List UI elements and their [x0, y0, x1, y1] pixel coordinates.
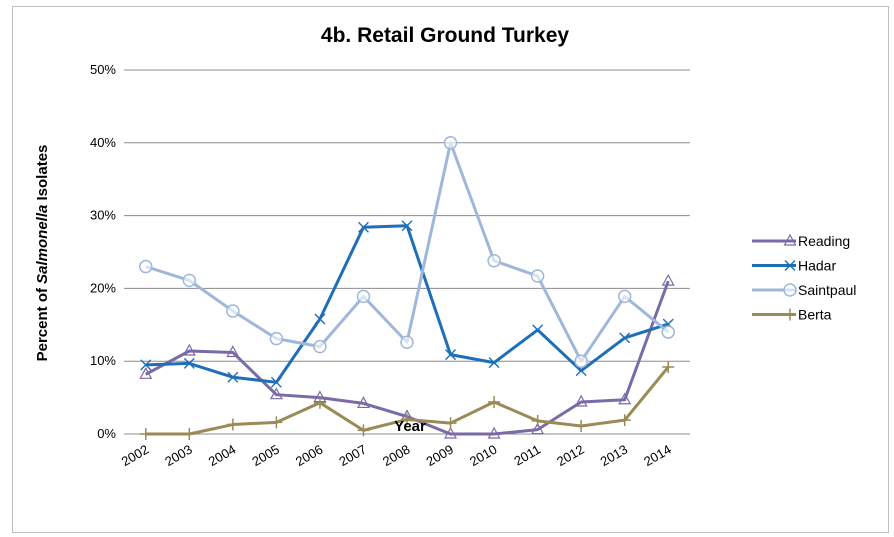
data-point: [226, 304, 240, 318]
data-point: [783, 233, 797, 246]
data-point: [183, 428, 196, 440]
data-point: [357, 221, 369, 233]
legend-label: Berta: [798, 307, 832, 323]
data-point: [574, 394, 588, 407]
data-point: [270, 416, 283, 429]
data-point: [488, 357, 500, 369]
x-axis-ticks: 2002 2003 2004 2005 2006 2007 2008 2009 2010 2011…: [119, 442, 674, 469]
data-point: [575, 365, 587, 377]
data-point: [313, 339, 327, 354]
x-tick-label: 2008: [380, 442, 413, 469]
data-point: [487, 426, 501, 439]
data-point: [617, 289, 632, 304]
legend-item-hadar: Hadar: [752, 258, 836, 274]
data-point: [783, 283, 797, 297]
x-tick-label: 2014: [641, 442, 674, 469]
x-tick-label: 2013: [598, 442, 631, 469]
data-point: [182, 343, 196, 356]
series-saintpaul: [139, 136, 675, 368]
legend-item-reading: Reading: [752, 233, 850, 249]
x-axis-label: Year: [394, 418, 426, 435]
data-point: [401, 413, 413, 426]
data-point: [182, 273, 197, 288]
data-point: [356, 289, 371, 304]
data-point: [356, 396, 370, 409]
y-axis-label-italic: Salmonella: [34, 205, 51, 284]
data-point: [661, 325, 675, 339]
y-tick-label: 40%: [90, 135, 116, 150]
data-point: [140, 359, 152, 371]
x-tick-label: 2002: [119, 442, 152, 469]
y-tick-label: 10%: [90, 353, 116, 368]
data-point: [139, 428, 152, 440]
data-point: [401, 220, 413, 232]
x-tick-label: 2010: [467, 442, 500, 469]
data-point: [574, 354, 588, 368]
series-group: [139, 136, 675, 440]
data-point: [445, 349, 457, 361]
data-point: [270, 376, 282, 388]
legend-label: Saintpaul: [798, 282, 856, 298]
legend-label: Reading: [798, 233, 850, 249]
y-axis-label-prefix: Percent of: [34, 284, 51, 362]
data-point: [661, 273, 675, 286]
data-point: [531, 422, 545, 435]
chart-title: 4b. Retail Ground Turkey: [321, 24, 569, 47]
data-point: [575, 419, 588, 432]
data-point: [269, 387, 283, 400]
data-point: [487, 253, 501, 268]
data-point: [530, 269, 545, 283]
gridlines: [124, 69, 690, 435]
y-axis-label-suffix: Isolates: [34, 145, 51, 205]
x-tick-label: 2011: [511, 442, 543, 469]
data-point: [226, 418, 239, 431]
data-point: [313, 396, 326, 409]
data-point: [531, 414, 544, 427]
y-axis-ticks: 0% 10% 20% 30% 40% 50%: [90, 62, 116, 441]
data-point: [532, 324, 544, 336]
data-point: [400, 335, 414, 350]
x-tick-label: 2009: [423, 442, 456, 469]
x-tick-label: 2003: [162, 442, 195, 469]
legend-item-berta: Berta: [752, 307, 832, 323]
legend-label: Hadar: [798, 258, 836, 274]
data-point: [139, 259, 153, 274]
x-tick-label: 2007: [336, 442, 369, 469]
x-tick-label: 2012: [554, 442, 587, 469]
data-point: [314, 313, 326, 325]
data-point: [619, 332, 631, 344]
y-tick-label: 20%: [90, 280, 116, 295]
x-tick-label: 2004: [206, 442, 239, 469]
x-tick-label: 2006: [293, 442, 326, 469]
data-point: [443, 136, 458, 150]
data-point: [662, 361, 675, 374]
data-point: [226, 345, 240, 358]
data-point: [444, 426, 458, 439]
series-line: [145, 141, 670, 363]
series-berta: [139, 361, 675, 440]
data-point: [618, 392, 632, 405]
data-point: [444, 417, 457, 430]
data-point: [618, 414, 631, 427]
data-point: [488, 395, 501, 408]
y-tick-label: 30%: [90, 208, 116, 223]
data-point: [269, 331, 284, 346]
data-point: [357, 424, 370, 437]
x-tick-label: 2005: [249, 442, 282, 469]
y-tick-label: 50%: [90, 62, 116, 77]
y-axis-label: Percent of Salmonella Isolates: [34, 145, 51, 362]
data-point: [784, 260, 796, 271]
data-point: [183, 357, 195, 369]
data-point: [139, 367, 153, 379]
data-point: [784, 308, 796, 321]
legend: Reading Hadar Saintpaul Berta: [752, 233, 856, 323]
y-tick-label: 0%: [97, 426, 116, 441]
data-point: [227, 371, 239, 383]
legend-item-saintpaul: Saintpaul: [752, 282, 856, 298]
